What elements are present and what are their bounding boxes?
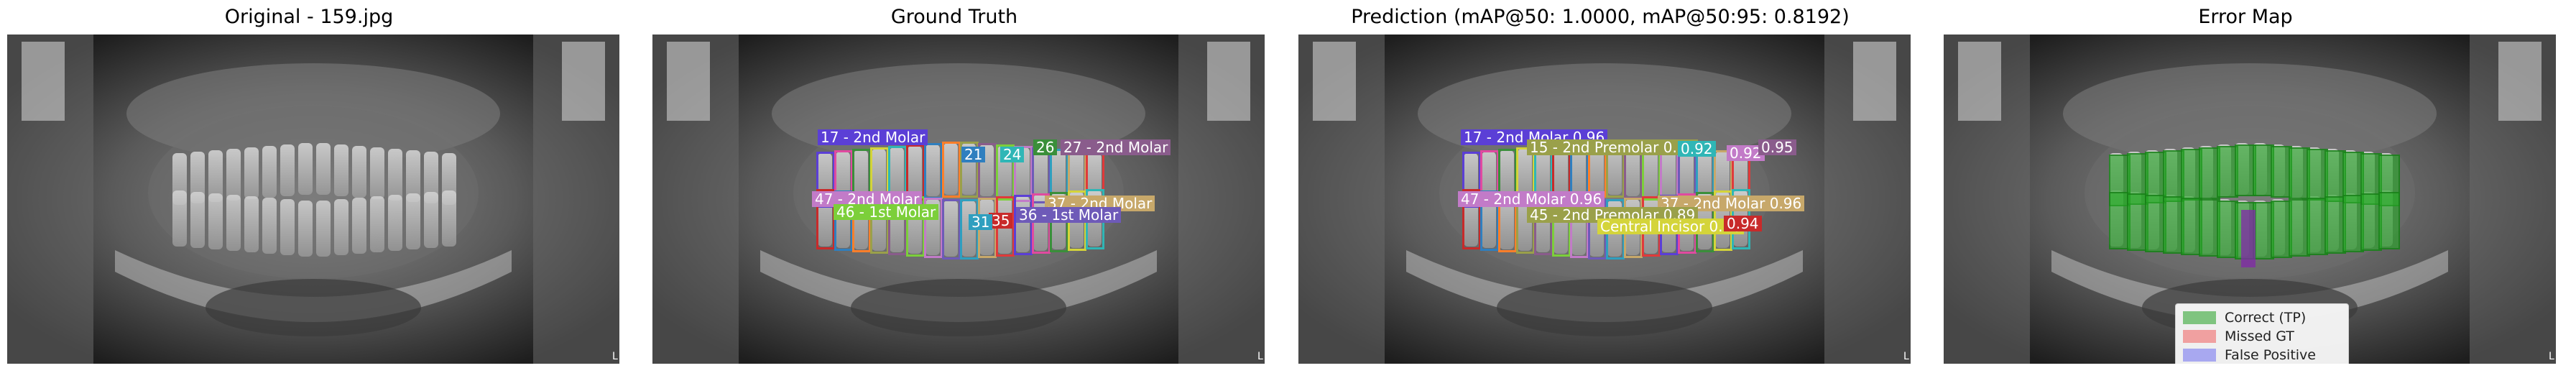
tooth-box-upper — [942, 142, 961, 198]
prediction-overlay: 17 - 2nd Molar 0.96 15 - 2nd Premolar 0.9… — [1298, 35, 1911, 364]
legend-swatch — [2183, 349, 2216, 362]
panel-title: Ground Truth — [890, 6, 1018, 28]
box-label: 31 — [969, 214, 993, 230]
box-label: 0.95 — [1758, 139, 1796, 155]
panel-ground-truth: Ground Truth L 17 - 2nd Molar 26 27 - 2nd … — [645, 0, 1265, 386]
tooth-box-lower — [924, 198, 943, 258]
corner-mark: L — [1903, 351, 1909, 362]
xray-image: L 17 - 2nd Molar 26 27 - 2nd Molar 21 24 47 -… — [652, 35, 1265, 364]
box-label: 21 — [961, 147, 986, 162]
tp-region-lower — [2378, 192, 2400, 249]
panel-original: Original - 159.jpg L — [0, 0, 619, 386]
tooth-box-lower — [1462, 189, 1481, 249]
corner-mark: L — [1257, 351, 1263, 362]
box-label: 0.92 — [1727, 145, 1765, 161]
teeth-graphic — [172, 143, 456, 257]
panel-title: Prediction (mAP@50: 1.0000, mAP@50:95: 0… — [1351, 6, 1850, 28]
tooth-box-upper — [924, 143, 943, 199]
xray-image: L — [7, 35, 619, 364]
box-label: 26 — [1033, 139, 1058, 155]
tooth-box-lower — [942, 199, 961, 259]
box-label: 47 - 2nd Molar — [812, 191, 923, 207]
box-label: Central Incisor 0.76 — [1597, 219, 1745, 234]
corner-mark: L — [2549, 351, 2554, 362]
box-label: 24 — [1000, 147, 1025, 162]
legend-swatch — [2183, 330, 2216, 343]
legend: Correct (TP) Missed GT False Positive — [2175, 303, 2349, 364]
panel-title: Error Map — [2198, 6, 2293, 28]
panel-error-map: Error Map L Correct (TP) — [1936, 0, 2556, 386]
panel-prediction: Prediction (mAP@50: 1.0000, mAP@50:95: 0… — [1291, 0, 1911, 386]
false-positive-region — [2241, 210, 2256, 267]
box-label: 0.94 — [1724, 216, 1762, 231]
box-label: 47 - 2nd Molar 0.96 — [1458, 191, 1605, 207]
legend-label: Missed GT — [2225, 328, 2294, 344]
corner-mark: L — [612, 351, 618, 362]
box-label: 35 — [989, 213, 1013, 229]
error-overlay — [1944, 35, 2556, 364]
legend-label: False Positive — [2225, 347, 2316, 363]
box-label: 46 - 1st Molar — [834, 204, 939, 220]
box-label: 0.92 — [1678, 141, 1716, 157]
tooth-box-upper — [996, 144, 1015, 201]
tooth-box-lower — [1014, 195, 1033, 255]
legend-swatch — [2183, 311, 2216, 324]
tooth-box-lower — [1032, 193, 1051, 254]
tooth-box-upper — [960, 142, 979, 198]
box-label: 15 - 2nd Premolar 0.91 — [1527, 139, 1699, 155]
box-label: 27 - 2nd Molar — [1061, 139, 1171, 155]
xray-image: L Correct (TP) Missed GT False Positive — [1944, 35, 2556, 364]
box-label: 17 - 2nd Molar — [818, 129, 928, 145]
xray-graphic: L — [7, 35, 619, 364]
annotation-overlay: 17 - 2nd Molar 26 27 - 2nd Molar 21 24 47 - 2… — [652, 35, 1265, 364]
box-label: 36 - 1st Molar — [1016, 207, 1122, 223]
xray-image: L 17 - 2nd Molar 0.96 15 - 2nd Premolar 0… — [1298, 35, 1911, 364]
panel-title: Original - 159.jpg — [224, 6, 394, 28]
legend-label: Correct (TP) — [2225, 310, 2307, 326]
